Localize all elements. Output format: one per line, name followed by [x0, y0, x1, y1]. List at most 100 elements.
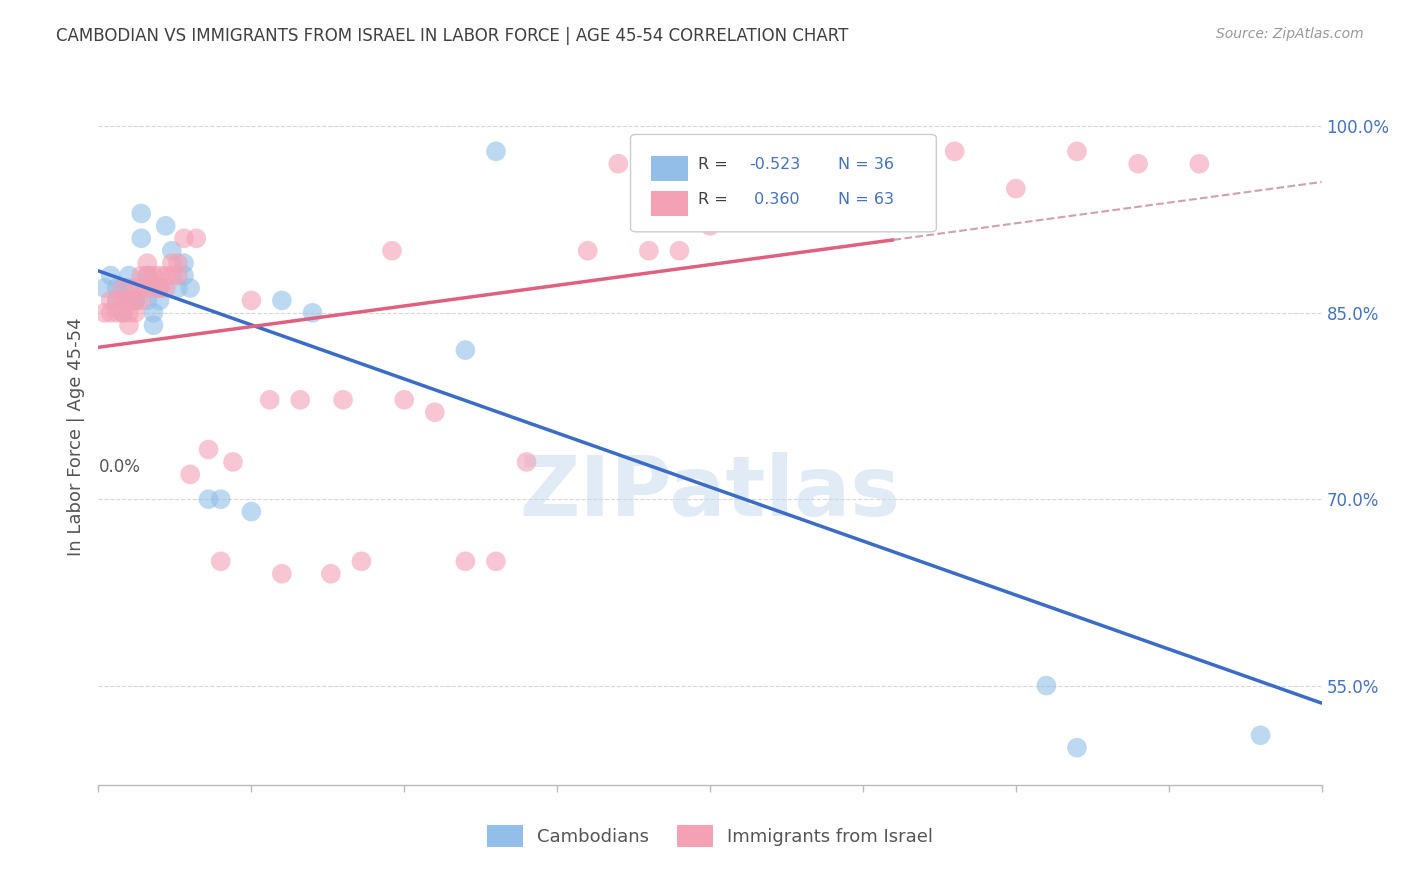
- Point: [423, 405, 446, 419]
- Point: [607, 157, 630, 171]
- Point: [179, 467, 201, 482]
- Point: [105, 293, 128, 308]
- Point: [149, 268, 172, 283]
- FancyBboxPatch shape: [651, 156, 688, 181]
- Point: [173, 231, 195, 245]
- Point: [142, 268, 165, 283]
- Text: 0.360: 0.360: [749, 192, 800, 207]
- Point: [1128, 157, 1150, 171]
- Point: [124, 306, 146, 320]
- Text: R =: R =: [697, 192, 733, 207]
- Point: [129, 281, 152, 295]
- Point: [240, 505, 263, 519]
- Point: [136, 281, 159, 295]
- Point: [209, 554, 232, 568]
- Point: [136, 268, 159, 283]
- Point: [155, 219, 177, 233]
- Point: [93, 306, 115, 320]
- Point: [118, 268, 141, 283]
- Point: [1066, 145, 1088, 159]
- Point: [516, 455, 538, 469]
- Point: [142, 318, 165, 333]
- Point: [129, 268, 152, 283]
- Point: [668, 244, 690, 258]
- Point: [167, 256, 190, 270]
- Point: [454, 554, 477, 568]
- Point: [1188, 157, 1211, 171]
- Text: -0.523: -0.523: [749, 157, 800, 172]
- Point: [197, 492, 219, 507]
- Point: [454, 343, 477, 358]
- Point: [136, 293, 159, 308]
- Point: [160, 244, 183, 258]
- Point: [301, 306, 323, 320]
- Point: [637, 244, 661, 258]
- Point: [118, 318, 141, 333]
- Point: [485, 554, 508, 568]
- Point: [124, 293, 146, 308]
- Point: [222, 455, 245, 469]
- Point: [149, 293, 172, 308]
- Point: [209, 492, 232, 507]
- Point: [332, 392, 354, 407]
- Point: [155, 268, 177, 283]
- FancyBboxPatch shape: [630, 135, 936, 232]
- Point: [129, 293, 152, 308]
- Text: ZIPatlas: ZIPatlas: [520, 452, 900, 533]
- Point: [883, 157, 905, 171]
- Point: [943, 145, 966, 159]
- Point: [100, 306, 122, 320]
- Point: [167, 281, 190, 295]
- Text: CAMBODIAN VS IMMIGRANTS FROM ISRAEL IN LABOR FORCE | AGE 45-54 CORRELATION CHART: CAMBODIAN VS IMMIGRANTS FROM ISRAEL IN L…: [56, 27, 849, 45]
- Point: [392, 392, 416, 407]
- Point: [668, 145, 690, 159]
- Point: [1004, 181, 1026, 195]
- Text: Source: ZipAtlas.com: Source: ZipAtlas.com: [1216, 27, 1364, 41]
- Point: [270, 566, 292, 581]
- Point: [142, 281, 165, 295]
- Text: N = 36: N = 36: [838, 157, 894, 172]
- Point: [167, 268, 190, 283]
- Point: [149, 281, 172, 295]
- Point: [118, 293, 141, 308]
- Point: [129, 206, 152, 220]
- Point: [270, 293, 292, 308]
- Point: [111, 293, 134, 308]
- Point: [759, 157, 782, 171]
- Point: [186, 231, 208, 245]
- Point: [105, 306, 128, 320]
- Point: [381, 244, 404, 258]
- Text: 0.0%: 0.0%: [98, 458, 141, 476]
- Point: [155, 281, 177, 295]
- Point: [1249, 728, 1271, 742]
- Point: [124, 293, 146, 308]
- Point: [160, 256, 183, 270]
- Point: [240, 293, 263, 308]
- Point: [93, 281, 115, 295]
- Point: [111, 306, 134, 320]
- Point: [1035, 679, 1057, 693]
- Point: [118, 281, 141, 295]
- Point: [173, 268, 195, 283]
- Point: [290, 392, 312, 407]
- Point: [259, 392, 281, 407]
- Point: [100, 268, 122, 283]
- Point: [100, 293, 122, 308]
- Point: [111, 281, 134, 295]
- Point: [124, 293, 146, 308]
- Point: [111, 306, 134, 320]
- Point: [105, 293, 128, 308]
- Point: [142, 306, 165, 320]
- Text: R =: R =: [697, 157, 733, 172]
- Point: [160, 268, 183, 283]
- Point: [124, 281, 146, 295]
- Point: [179, 281, 201, 295]
- Point: [111, 281, 134, 295]
- Point: [319, 566, 342, 581]
- Point: [350, 554, 373, 568]
- FancyBboxPatch shape: [651, 191, 688, 216]
- Point: [821, 194, 844, 208]
- Point: [173, 256, 195, 270]
- Point: [149, 281, 172, 295]
- Point: [136, 256, 159, 270]
